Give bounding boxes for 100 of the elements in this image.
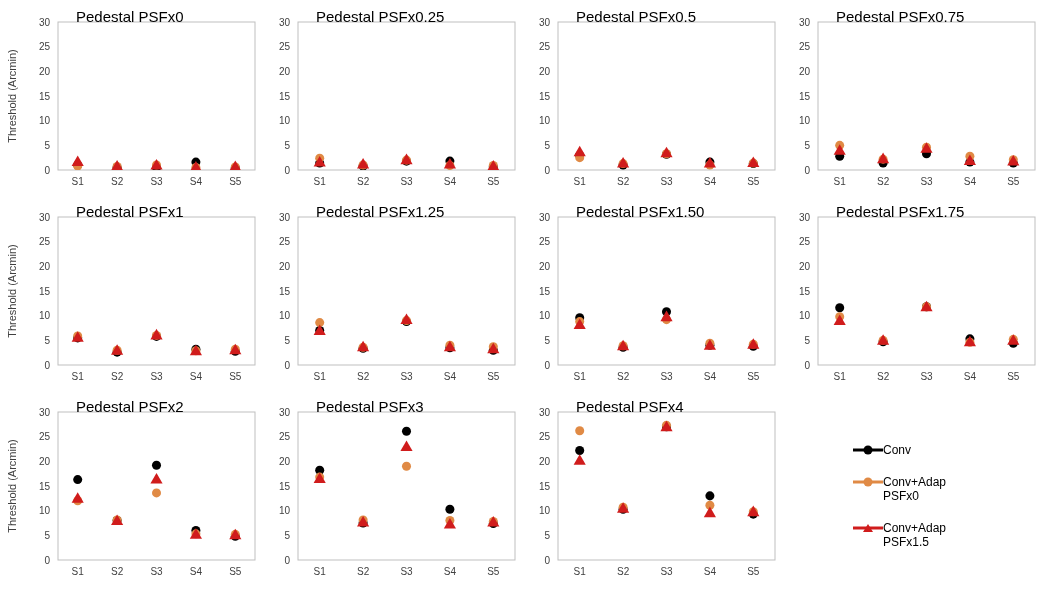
point xyxy=(151,488,162,498)
y-tick-label: 5 xyxy=(284,334,291,346)
y-tick-label: 25 xyxy=(278,431,291,443)
point xyxy=(575,445,585,455)
y-tick-label: 5 xyxy=(544,334,551,346)
y-tick-label: 10 xyxy=(38,115,51,127)
x-tick-label: S2 xyxy=(616,566,630,578)
y-tick-label: 20 xyxy=(38,455,51,467)
y-tick-label: 25 xyxy=(538,431,551,443)
y-tick-label: 0 xyxy=(44,554,51,566)
x-tick-label: S1 xyxy=(313,566,327,578)
legend-label: Conv+Adap PSFx0 xyxy=(883,475,948,503)
y-tick-label: 30 xyxy=(278,211,291,223)
point xyxy=(833,144,846,155)
x-tick-label: S2 xyxy=(356,566,370,578)
x-tick-label: S2 xyxy=(616,371,630,383)
x-tick-label: S1 xyxy=(313,371,327,383)
y-tick-label: 20 xyxy=(278,65,291,77)
y-tick-label: 10 xyxy=(538,310,551,322)
x-tick-label: S5 xyxy=(487,176,500,188)
y-tick-label: 5 xyxy=(44,334,51,346)
y-tick-label: 15 xyxy=(798,90,811,102)
x-tick-label: S5 xyxy=(747,566,760,578)
y-tick-label: 20 xyxy=(38,260,51,272)
point xyxy=(705,491,715,501)
y-tick-label: 30 xyxy=(538,406,551,418)
y-tick-label: 0 xyxy=(44,164,51,176)
x-tick-label: S5 xyxy=(747,176,760,188)
y-tick-label: 5 xyxy=(284,529,291,541)
x-tick-label: S3 xyxy=(660,371,674,383)
y-tick-label: 30 xyxy=(38,211,51,223)
y-tick-label: 0 xyxy=(544,554,551,566)
point xyxy=(660,310,673,322)
y-tick-label: 5 xyxy=(804,334,811,346)
y-tick-label: 0 xyxy=(544,164,551,176)
point xyxy=(575,426,585,436)
y-tick-label: 10 xyxy=(38,505,51,517)
chart-title: Pedestal PSFx4 xyxy=(576,398,684,415)
y-tick-label: 25 xyxy=(538,236,551,248)
x-tick-label: S4 xyxy=(443,176,457,188)
x-tick-label: S1 xyxy=(71,371,85,383)
x-tick-label: S5 xyxy=(229,566,242,578)
x-tick-label: S3 xyxy=(150,566,164,578)
chart-title: Pedestal PSFx0.25 xyxy=(316,8,445,25)
x-tick-label: S2 xyxy=(876,176,890,188)
x-tick-label: S1 xyxy=(71,176,85,188)
y-tick-label: 20 xyxy=(278,260,291,272)
y-tick-label: 10 xyxy=(278,505,291,517)
y-tick-label: 15 xyxy=(38,285,51,297)
x-tick-label: S4 xyxy=(189,371,203,383)
y-tick-label: 30 xyxy=(278,16,291,28)
y-tick-label: 10 xyxy=(278,310,291,322)
y-tick-label: 25 xyxy=(278,41,291,53)
y-tick-label: 20 xyxy=(798,65,811,77)
y-tick-label: 0 xyxy=(284,164,291,176)
point xyxy=(400,440,413,452)
x-tick-label: S4 xyxy=(189,566,203,578)
y-tick-label: 15 xyxy=(38,90,51,102)
y-tick-label: 15 xyxy=(798,285,811,297)
y-tick-label: 30 xyxy=(38,406,51,418)
point xyxy=(401,426,412,436)
point xyxy=(151,460,162,470)
x-tick-label: S4 xyxy=(963,371,977,383)
x-tick-label: S3 xyxy=(400,566,414,578)
chart-title: Pedestal PSFx0.5 xyxy=(576,8,697,25)
y-tick-label: 25 xyxy=(798,236,811,248)
x-tick-label: S3 xyxy=(920,176,934,188)
y-tick-label: 20 xyxy=(538,455,551,467)
point xyxy=(833,314,846,326)
y-tick-label: 5 xyxy=(544,529,551,541)
y-tick-label: 10 xyxy=(798,115,811,127)
y-tick-label: 0 xyxy=(284,554,291,566)
x-tick-label: S4 xyxy=(443,566,457,578)
y-tick-label: 0 xyxy=(804,359,811,371)
y-tick-label: 25 xyxy=(38,41,51,53)
x-tick-label: S3 xyxy=(400,371,414,383)
y-tick-label: 5 xyxy=(284,139,291,151)
y-tick-label: 5 xyxy=(544,139,551,151)
y-axis-title: Threshold (Arcmin) xyxy=(5,49,18,143)
x-tick-label: S4 xyxy=(703,176,717,188)
y-tick-label: 10 xyxy=(38,310,51,322)
y-tick-label: 30 xyxy=(798,16,811,28)
y-tick-label: 10 xyxy=(538,115,551,127)
x-tick-label: S3 xyxy=(920,371,934,383)
y-tick-label: 5 xyxy=(44,529,51,541)
x-tick-label: S1 xyxy=(71,566,85,578)
point xyxy=(73,475,83,485)
y-tick-label: 5 xyxy=(804,139,811,151)
y-tick-label: 25 xyxy=(538,41,551,53)
legend-label: Conv+Adap PSFx1.5 xyxy=(883,521,948,549)
x-tick-label: S1 xyxy=(313,176,327,188)
point xyxy=(150,473,163,484)
y-tick-label: 20 xyxy=(538,65,551,77)
x-tick-label: S1 xyxy=(573,371,587,383)
y-tick-label: 15 xyxy=(278,480,291,492)
y-tick-label: 10 xyxy=(538,505,551,517)
y-tick-label: 30 xyxy=(38,16,51,28)
x-tick-label: S5 xyxy=(487,566,500,578)
point xyxy=(703,506,716,518)
y-tick-label: 30 xyxy=(538,16,551,28)
